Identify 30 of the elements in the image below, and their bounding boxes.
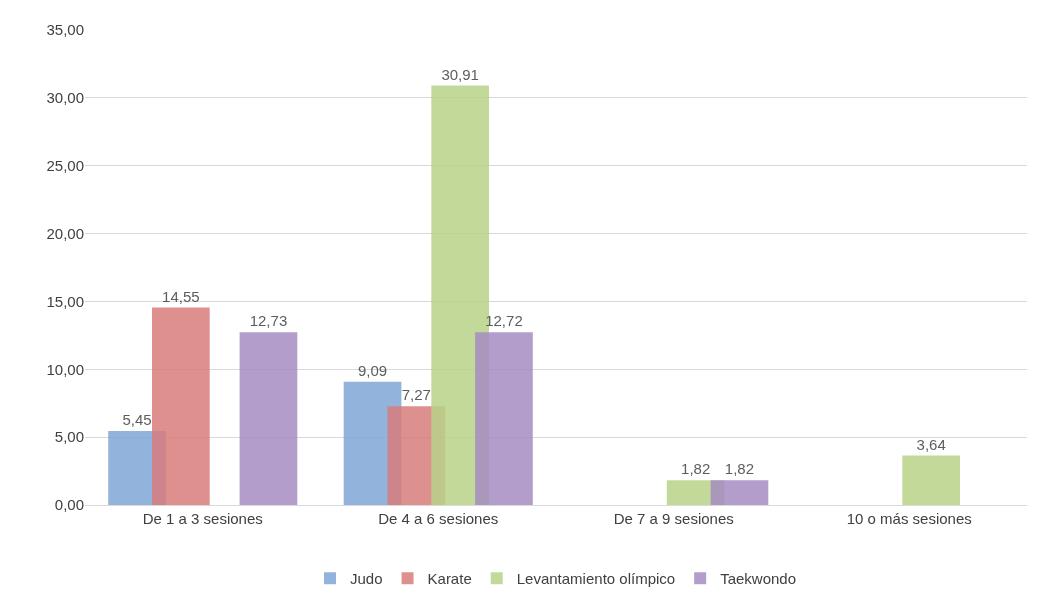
bar [902,455,960,505]
x-tick-label: 10 o más sesiones [846,510,972,527]
y-tick-label: 5,00 [54,428,84,446]
bar [152,307,210,505]
legend-label: Karate [427,570,472,588]
data-label: 9,09 [357,361,388,379]
y-tick-label: 10,00 [46,360,84,378]
data-label: 1,82 [724,460,755,478]
y-tick-label: 30,00 [46,89,84,107]
data-label: 3,64 [916,435,946,453]
x-tick-label: De 4 a 6 sesiones [378,510,499,527]
data-label: 1,82 [681,460,711,478]
y-tick-label: 15,00 [46,292,84,310]
bar [239,332,298,505]
data-label: 30,91 [441,65,479,83]
y-tick-label: 0,00 [54,496,84,514]
legend-label: Judo [350,570,383,588]
legend-label: Taekwondo [720,570,797,588]
y-tick-label: 25,00 [46,156,84,174]
x-tick-label: De 7 a 9 sesiones [613,510,734,527]
data-label: 12,73 [249,312,288,330]
data-label: 14,55 [162,287,200,305]
legend-label: Levantamiento olímpico [516,570,676,588]
data-label: 5,45 [122,411,152,429]
y-tick-label: 35,00 [46,21,84,39]
data-label: 7,27 [401,386,431,404]
x-tick-label: De 1 a 3 sesiones [142,510,263,527]
y-tick-label: 20,00 [46,224,84,242]
bar [710,480,769,505]
bar [475,332,533,505]
